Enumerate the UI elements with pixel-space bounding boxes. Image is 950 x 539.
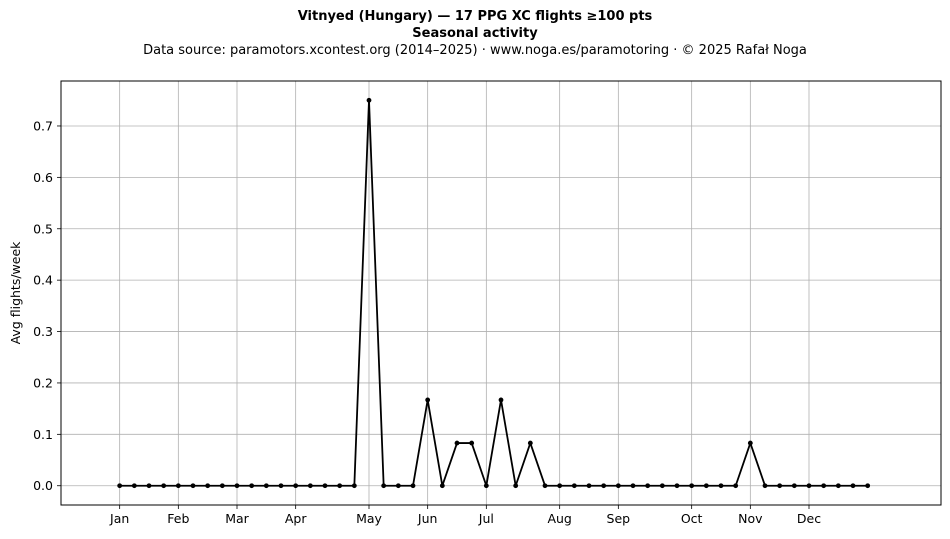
- data-point: [117, 483, 123, 489]
- x-tick-label: Aug: [547, 511, 571, 526]
- data-point: [615, 483, 621, 489]
- data-point: [131, 483, 137, 489]
- x-tick-label: Apr: [285, 511, 307, 526]
- data-point: [513, 483, 519, 489]
- x-tick-label: Jul: [478, 511, 494, 526]
- data-point: [557, 483, 563, 489]
- data-point: [263, 483, 269, 489]
- series-layer: [117, 97, 871, 489]
- data-point: [835, 483, 841, 489]
- x-tick-label: Mar: [225, 511, 249, 526]
- x-tick-label: May: [356, 511, 382, 526]
- data-point: [146, 483, 152, 489]
- y-tick-label: 0.3: [33, 324, 53, 339]
- data-point: [219, 483, 225, 489]
- y-tick-label: 0.0: [33, 478, 53, 493]
- data-point: [806, 483, 812, 489]
- data-point: [234, 483, 240, 489]
- data-point: [659, 483, 665, 489]
- chart-source-note: Data source: paramotors.xcontest.org (20…: [143, 43, 807, 58]
- y-tick-label: 0.4: [33, 273, 53, 288]
- data-point: [293, 483, 299, 489]
- data-point: [439, 483, 445, 489]
- data-point: [703, 483, 709, 489]
- data-point: [278, 483, 284, 489]
- data-point: [527, 440, 533, 446]
- data-point: [850, 483, 856, 489]
- y-tick-label: 0.2: [33, 375, 53, 390]
- y-tick-label: 0.5: [33, 221, 53, 236]
- x-tick-label: Sep: [607, 511, 631, 526]
- data-point: [483, 483, 489, 489]
- data-point: [571, 483, 577, 489]
- data-point: [498, 397, 504, 403]
- x-tick-label: Jan: [109, 511, 129, 526]
- data-point: [161, 483, 167, 489]
- data-point: [249, 483, 255, 489]
- data-point: [542, 483, 548, 489]
- data-point: [689, 483, 695, 489]
- x-tick-label: Dec: [797, 511, 821, 526]
- y-tick-label: 0.7: [33, 118, 53, 133]
- series-line: [119, 99, 868, 487]
- data-point: [821, 483, 827, 489]
- data-point: [469, 440, 475, 446]
- data-point: [601, 483, 607, 489]
- x-tick-label: Oct: [681, 511, 703, 526]
- data-point: [381, 483, 387, 489]
- data-point: [645, 483, 651, 489]
- data-point: [791, 483, 797, 489]
- data-point: [777, 483, 783, 489]
- data-point: [747, 440, 753, 446]
- data-point: [337, 483, 343, 489]
- data-point: [395, 483, 401, 489]
- chart-title: Vitnyed (Hungary) — 17 PPG XC flights ≥1…: [297, 9, 653, 24]
- data-point: [674, 483, 680, 489]
- data-point: [366, 97, 372, 103]
- data-point: [307, 483, 313, 489]
- data-point: [175, 483, 181, 489]
- data-point: [586, 483, 592, 489]
- y-tick-label: 0.6: [33, 170, 53, 185]
- data-point: [322, 483, 328, 489]
- data-point: [733, 483, 739, 489]
- x-tick-label: Nov: [738, 511, 763, 526]
- data-point: [410, 483, 416, 489]
- data-point: [351, 483, 357, 489]
- data-point: [865, 483, 871, 489]
- x-axis-ticks: Jan Feb Mar Apr May Jun Jul Aug Sep Oct Nov Dec: [109, 505, 821, 526]
- data-point: [718, 483, 724, 489]
- y-axis-label: Avg flights/week: [8, 241, 23, 345]
- plot-frame: [60, 80, 942, 506]
- data-point: [630, 483, 636, 489]
- data-point: [425, 397, 431, 403]
- x-tick-label: Feb: [167, 511, 189, 526]
- data-point: [454, 440, 460, 446]
- data-point: [762, 483, 768, 489]
- x-tick-label: Jun: [417, 511, 438, 526]
- data-point: [190, 483, 196, 489]
- y-axis-ticks: 0.0 0.1 0.2 0.3 0.4 0.5 0.6 0.7: [33, 118, 61, 493]
- chart-subtitle: Seasonal activity: [412, 26, 538, 41]
- data-point: [205, 483, 211, 489]
- y-tick-label: 0.1: [33, 427, 53, 442]
- grid-lines: [61, 81, 941, 505]
